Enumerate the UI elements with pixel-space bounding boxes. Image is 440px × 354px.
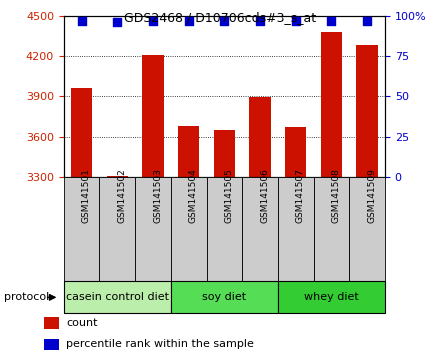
Bar	[349, 177, 385, 281]
Bar	[142, 55, 164, 177]
Bar	[321, 32, 342, 177]
Bar	[44, 338, 59, 350]
Bar	[249, 97, 271, 177]
Point	[78, 18, 85, 24]
Bar	[64, 281, 171, 313]
Point	[363, 18, 370, 24]
Bar	[71, 88, 92, 177]
Bar	[99, 177, 135, 281]
Bar	[171, 281, 278, 313]
Text: GSM141505: GSM141505	[224, 169, 233, 223]
Text: GSM141502: GSM141502	[117, 169, 126, 223]
Bar	[206, 177, 242, 281]
Text: GSM141509: GSM141509	[367, 169, 376, 223]
Text: GDS2468 / D10706cds#3_s_at: GDS2468 / D10706cds#3_s_at	[124, 11, 316, 24]
Bar	[171, 177, 206, 281]
Bar	[135, 177, 171, 281]
Text: protocol: protocol	[4, 292, 50, 302]
Bar	[285, 127, 307, 177]
Point	[257, 18, 264, 24]
Bar	[278, 281, 385, 313]
Text: GSM141503: GSM141503	[153, 169, 162, 223]
Text: casein control diet: casein control diet	[66, 292, 169, 302]
Text: GSM141508: GSM141508	[331, 169, 341, 223]
Point	[185, 18, 192, 24]
Text: GSM141506: GSM141506	[260, 169, 269, 223]
Point	[150, 18, 157, 24]
Bar	[44, 317, 59, 329]
Text: percentile rank within the sample: percentile rank within the sample	[66, 339, 254, 349]
Point	[221, 18, 228, 24]
Point	[114, 19, 121, 25]
Text: GSM141501: GSM141501	[82, 169, 91, 223]
Point	[292, 18, 299, 24]
Text: GSM141507: GSM141507	[296, 169, 305, 223]
Bar	[356, 45, 378, 177]
Bar	[242, 177, 278, 281]
Text: whey diet: whey diet	[304, 292, 359, 302]
Point	[328, 18, 335, 24]
Bar	[314, 177, 349, 281]
Bar	[278, 177, 314, 281]
Text: count: count	[66, 318, 98, 328]
Text: GSM141504: GSM141504	[189, 169, 198, 223]
Bar	[214, 130, 235, 177]
Text: soy diet: soy diet	[202, 292, 246, 302]
Bar	[106, 176, 128, 177]
Bar	[64, 177, 99, 281]
Bar	[178, 126, 199, 177]
